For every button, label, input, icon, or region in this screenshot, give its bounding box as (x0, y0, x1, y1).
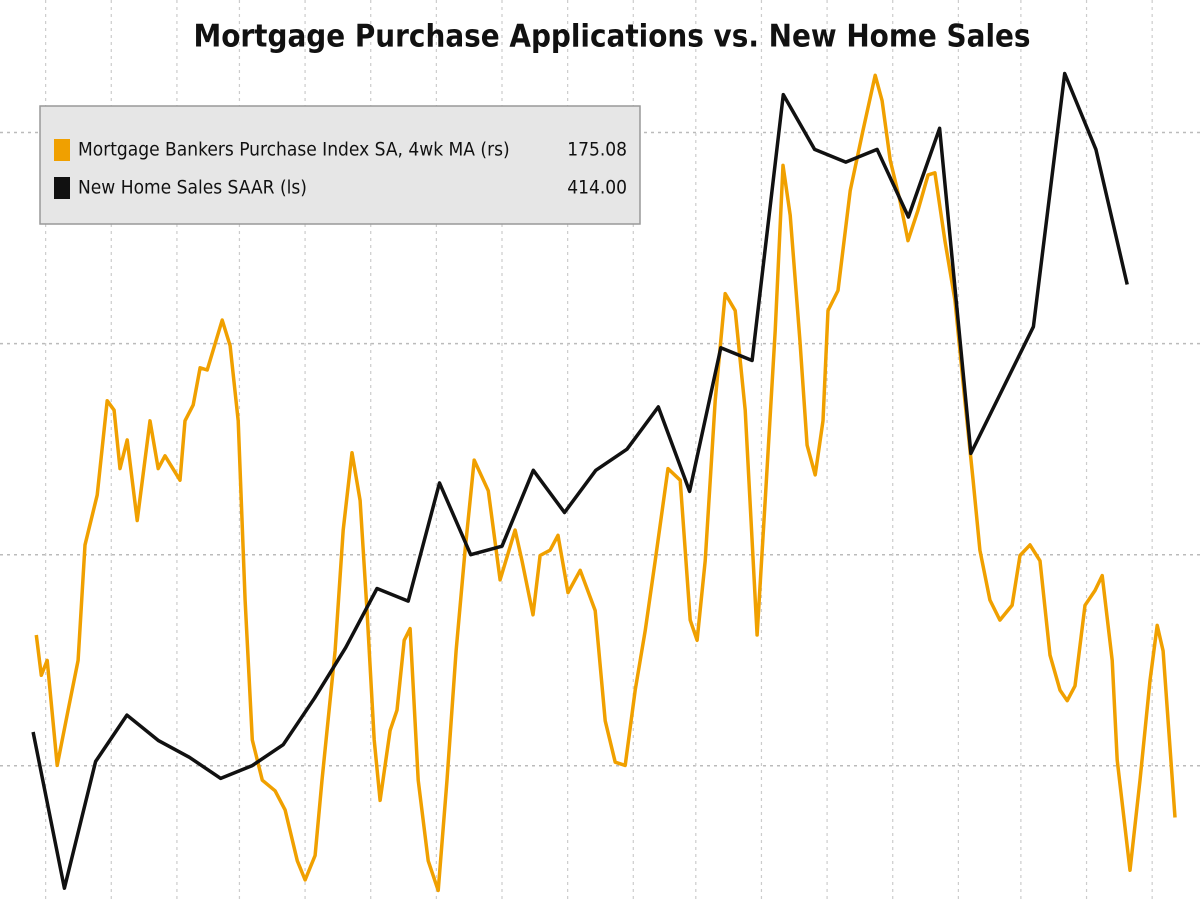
series-line (31, 71, 1129, 890)
legend-label: New Home Sales SAAR (ls) (78, 177, 307, 199)
legend-value: 414.00 (567, 177, 627, 199)
legend-swatch (54, 139, 70, 161)
chart-title: Mortgage Purchase Applications vs. New H… (193, 19, 1030, 55)
plot (31, 71, 1177, 893)
legend-value: 175.08 (567, 139, 627, 161)
legend-label: Mortgage Bankers Purchase Index SA, 4wk … (78, 139, 510, 161)
legend-box (39, 105, 641, 225)
series-line (34, 73, 1177, 893)
legend: Mortgage Bankers Purchase Index SA, 4wk … (39, 105, 641, 225)
legend-swatch (54, 177, 70, 199)
